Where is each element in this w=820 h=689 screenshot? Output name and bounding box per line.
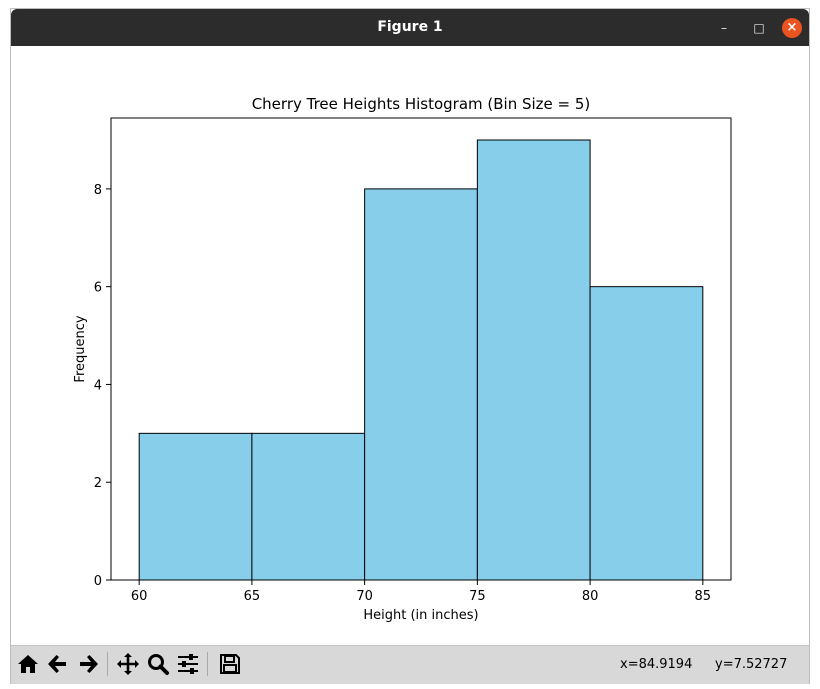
arrow-right-icon: [80, 655, 98, 673]
move-icon: [117, 653, 139, 675]
minimize-button[interactable]: –: [721, 21, 727, 35]
configure-subplots-button[interactable]: [175, 651, 201, 677]
navigation-toolbar: x=84.9194 y=7.52727: [11, 645, 809, 684]
histogram-bar-65-70: [251, 432, 366, 581]
axes-frame: [110, 117, 732, 581]
x-tick-label: 75: [469, 589, 486, 604]
histogram-bar-80-85: [589, 286, 704, 581]
x-tick-label: 65: [244, 589, 261, 604]
magnifier-icon: [148, 654, 169, 675]
maximize-button[interactable]: □: [753, 21, 765, 35]
y-tick-label: 0: [94, 574, 102, 589]
y-tick-label: 2: [94, 476, 102, 491]
x-tick-label: 60: [131, 589, 148, 604]
y-tick-label: 8: [94, 183, 102, 198]
home-icon: [18, 655, 38, 673]
sliders-icon: [178, 654, 198, 674]
histogram-chart: 60 65 70 75 80 85 0 2 4 6 8 Cherry Tree Heights H…: [73, 95, 732, 623]
y-tick-label: 6: [94, 281, 102, 296]
x-tick-label: 70: [356, 589, 373, 604]
x-tick-label: 85: [695, 589, 712, 604]
histogram-bar-70-75: [364, 188, 478, 581]
window-title: Figure 1: [377, 19, 443, 35]
plot-canvas[interactable]: 60 65 70 75 80 85 0 2 4 6 8 Cherry Tree Heights H…: [11, 46, 809, 645]
pan-button[interactable]: [115, 651, 141, 677]
x-tick-label: 80: [582, 589, 599, 604]
toolbar-separator: [107, 652, 108, 676]
cursor-x-readout: x=84.9194: [620, 657, 693, 672]
cursor-y-readout: y=7.52727: [715, 657, 788, 672]
back-button[interactable]: [45, 651, 71, 677]
floppy-disk-icon: [220, 654, 240, 674]
save-button[interactable]: [217, 651, 243, 677]
forward-button[interactable]: [75, 651, 101, 677]
histogram-bar-75-80: [476, 139, 591, 581]
y-axis-label: Frequency: [73, 315, 88, 382]
title-bar[interactable]: Figure 1 – □ ×: [11, 9, 809, 46]
home-button[interactable]: [15, 651, 41, 677]
histogram-bar-60-65: [138, 432, 253, 581]
y-tick-label: 4: [94, 378, 102, 393]
x-axis-label: Height (in inches): [363, 608, 478, 623]
close-button[interactable]: ×: [782, 18, 802, 38]
arrow-left-icon: [48, 655, 66, 673]
figure-window: Figure 1 – □ × 60 65 70 75 80 85 0 2 4 6 8 Cherry…: [10, 8, 810, 684]
toolbar-separator: [207, 652, 208, 676]
chart-title: Cherry Tree Heights Histogram (Bin Size …: [252, 95, 591, 113]
zoom-button[interactable]: [145, 651, 171, 677]
